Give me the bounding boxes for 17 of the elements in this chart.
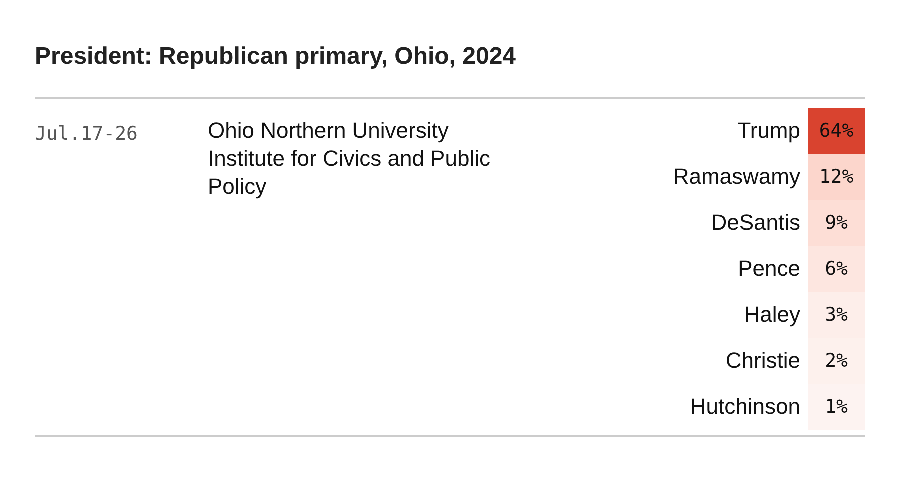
- y-tick-label: Trump: [738, 118, 800, 143]
- data-label: 2%: [825, 350, 848, 372]
- data-label: 12%: [819, 166, 854, 188]
- text: President: Republican primary, Ohio, 2024: [35, 43, 517, 70]
- y-tick-label: Christie: [726, 348, 800, 373]
- y-tick-label: Ramaswamy: [673, 164, 800, 189]
- text: Jul.17-26: [35, 123, 138, 145]
- y-tick-label: DeSantis: [711, 210, 800, 235]
- data-label: 3%: [825, 304, 848, 326]
- y-tick-label: Pence: [738, 256, 800, 281]
- y-tick-label: Hutchinson: [690, 394, 800, 419]
- data-label: 1%: [825, 396, 848, 418]
- data-label: 9%: [825, 212, 848, 234]
- text: Ohio Northern University Institute for Civics and Public Policy: [208, 118, 490, 199]
- y-tick-label: Haley: [744, 302, 800, 327]
- data-label: 6%: [825, 258, 848, 280]
- data-label: 64%: [819, 120, 854, 142]
